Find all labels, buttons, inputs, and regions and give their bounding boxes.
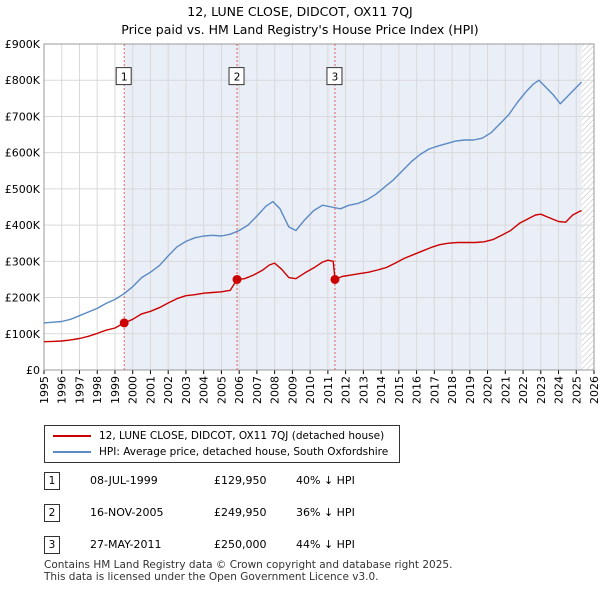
sale-marker-box <box>326 67 343 86</box>
title-line-1: 12, LUNE CLOSE, DIDCOT, OX11 7QJ <box>187 4 413 19</box>
future-hatch <box>581 44 594 370</box>
table-row: 1 08-JUL-1999 £129,950 40% ↓ HPI <box>44 472 444 492</box>
x-tick-label: 2006 <box>233 376 246 404</box>
x-tick-label: 2003 <box>180 376 193 404</box>
legend-item-hpi: HPI: Average price, detached house, Sout… <box>53 444 388 460</box>
sale-date: 08-JUL-1999 <box>90 474 158 487</box>
sale-price: £250,000 <box>214 538 267 551</box>
legend-item-price: 12, LUNE CLOSE, DIDCOT, OX11 7QJ (detach… <box>53 428 384 444</box>
sale-point <box>330 274 340 284</box>
footer-line-2: This data is licensed under the Open Gov… <box>44 570 379 583</box>
sale-date: 16-NOV-2005 <box>90 506 164 519</box>
legend-label-hpi: HPI: Average price, detached house, Sout… <box>99 446 389 458</box>
legend-swatch-price <box>53 435 91 437</box>
chart-title: 12, LUNE CLOSE, DIDCOT, OX11 7QJ Price p… <box>0 3 600 39</box>
title-line-2: Price paid vs. HM Land Registry's House … <box>121 22 479 37</box>
x-tick-label: 2008 <box>269 376 282 404</box>
table-row: 2 16-NOV-2005 £249,950 36% ↓ HPI <box>44 504 444 524</box>
x-tick-label: 2001 <box>144 376 157 404</box>
sale-point <box>119 318 129 328</box>
x-tick-label: 2012 <box>340 376 353 404</box>
ownership-shade <box>124 44 582 370</box>
sale-marker-label: 2 <box>234 72 241 84</box>
x-tick-label: 2016 <box>411 376 424 404</box>
y-tick-label: £700K <box>5 110 41 123</box>
x-tick-label: 2020 <box>482 376 495 404</box>
sale-marker: 2 <box>44 504 60 522</box>
table-row: 3 27-MAY-2011 £250,000 44% ↓ HPI <box>44 536 444 556</box>
x-tick-label: 2018 <box>446 376 459 404</box>
y-tick-label: £300K <box>5 255 41 268</box>
x-tick-label: 2025 <box>570 376 583 404</box>
plot-frame <box>43 43 595 371</box>
x-tick-label: 2021 <box>499 376 512 404</box>
y-tick-label: £600K <box>5 147 41 160</box>
sale-marker-label: 3 <box>332 72 339 84</box>
x-tick-label: 2022 <box>517 376 530 404</box>
x-tick-label: 2010 <box>304 376 317 404</box>
x-tick-label: 2015 <box>393 376 406 404</box>
sale-marker: 3 <box>44 536 60 554</box>
sale-price: £129,950 <box>214 474 267 487</box>
x-tick-label: 2013 <box>357 376 370 404</box>
sale-marker: 1 <box>44 472 60 490</box>
x-tick-label: 2011 <box>322 376 335 404</box>
x-tick-label: 1997 <box>73 376 86 404</box>
x-tick-label: 2000 <box>127 376 140 404</box>
price-paid-line <box>43 209 582 343</box>
y-tick-label: £800K <box>5 74 41 87</box>
x-tick-label: 1995 <box>38 376 51 404</box>
sale-date: 27-MAY-2011 <box>90 538 162 551</box>
legend-swatch-hpi <box>53 451 91 453</box>
x-tick-label: 2024 <box>553 376 566 404</box>
sale-hpi-diff: 40% ↓ HPI <box>296 474 355 487</box>
footer-attribution: Contains HM Land Registry data © Crown c… <box>44 559 453 583</box>
x-tick-label: 1996 <box>56 376 69 404</box>
y-tick-label: £400K <box>5 219 41 232</box>
x-tick-label: 2009 <box>286 376 299 404</box>
x-tick-label: 2004 <box>198 376 211 404</box>
price-chart: £0 £100K £200K £300K £400K £500K £600K £700K £80… <box>5 38 600 404</box>
hpi-line <box>43 79 583 324</box>
y-tick-label: £0 <box>26 364 40 377</box>
sale-hpi-diff: 36% ↓ HPI <box>296 506 355 519</box>
x-tick-label: 1998 <box>91 376 104 404</box>
sale-hpi-diff: 44% ↓ HPI <box>296 538 355 551</box>
x-tick-label: 2017 <box>428 376 441 404</box>
sale-price: £249,950 <box>214 506 267 519</box>
sale-marker-box <box>115 67 132 86</box>
x-tick-label: 2002 <box>162 376 175 404</box>
x-tick-label: 2014 <box>375 376 388 404</box>
legend: 12, LUNE CLOSE, DIDCOT, OX11 7QJ (detach… <box>44 425 400 463</box>
legend-label-price: 12, LUNE CLOSE, DIDCOT, OX11 7QJ (detach… <box>99 430 385 442</box>
sale-point <box>232 274 242 284</box>
y-tick-label: £900K <box>5 38 41 51</box>
y-tick-label: £200K <box>5 292 41 305</box>
x-tick-label: 2019 <box>464 376 477 404</box>
sale-marker-box <box>228 67 245 86</box>
x-tick-label: 2023 <box>535 376 548 404</box>
x-tick-label: 1999 <box>109 376 122 404</box>
y-tick-label: £100K <box>5 328 41 341</box>
x-tick-label: 2005 <box>215 376 228 404</box>
footer-line-1: Contains HM Land Registry data © Crown c… <box>44 559 453 571</box>
x-tick-label: 2026 <box>588 376 600 404</box>
x-tick-label: 2007 <box>251 376 264 404</box>
y-tick-label: £500K <box>5 183 41 196</box>
sale-marker-label: 1 <box>121 72 128 84</box>
